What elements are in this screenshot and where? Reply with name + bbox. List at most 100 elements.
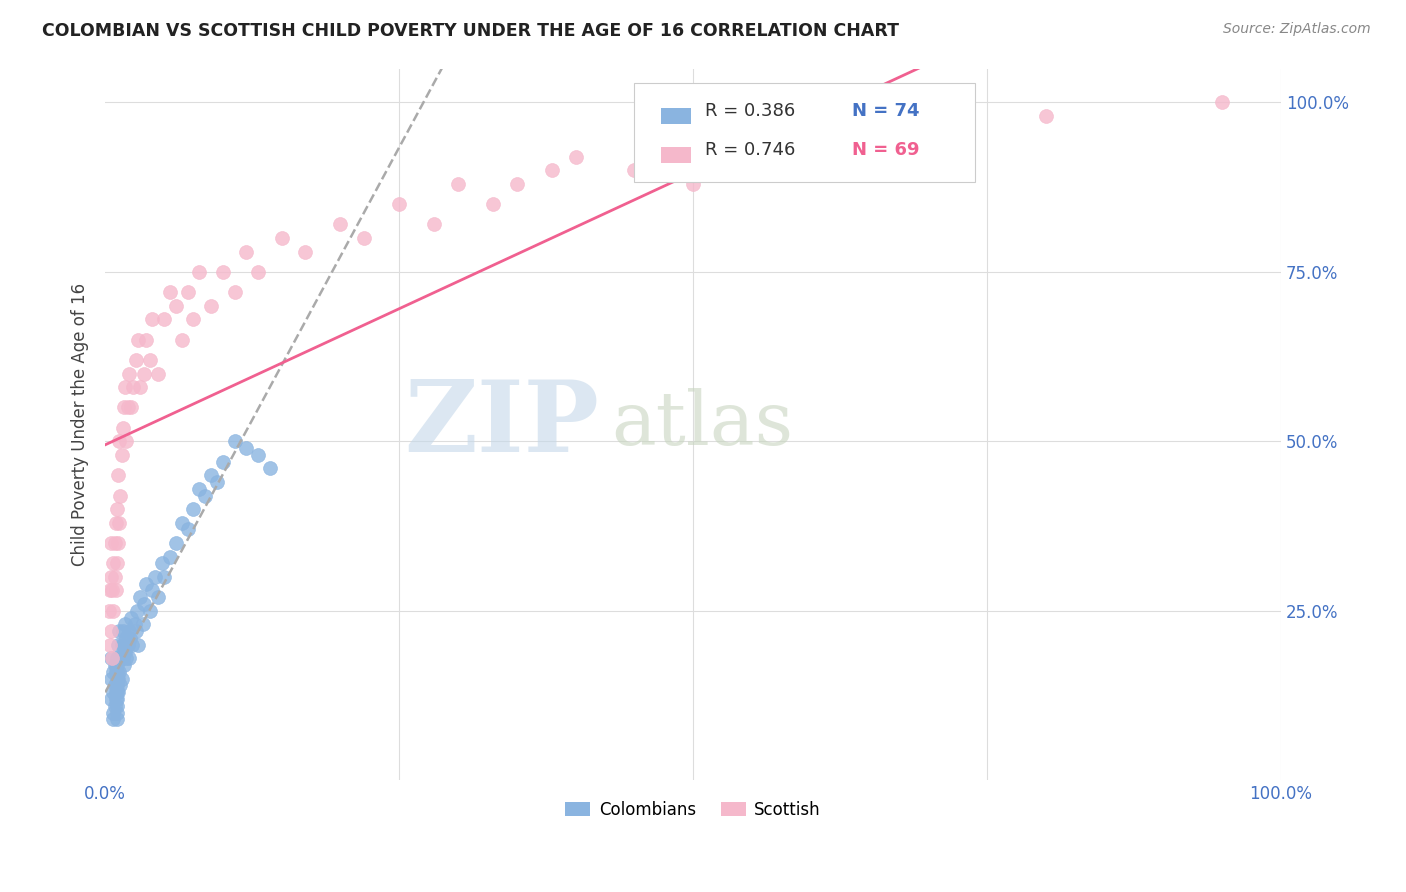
- Point: [135, 576, 157, 591]
- Point: [188, 265, 211, 279]
- Point: [100, 570, 122, 584]
- Point: [143, 570, 166, 584]
- Legend: Colombians, Scottish: Colombians, Scottish: [558, 794, 828, 825]
- Point: [114, 380, 136, 394]
- Point: [111, 421, 134, 435]
- Point: [115, 651, 138, 665]
- Point: [104, 658, 127, 673]
- Point: [259, 461, 281, 475]
- Point: [224, 434, 246, 449]
- Point: [741, 150, 763, 164]
- Point: [122, 380, 145, 394]
- Point: [247, 265, 270, 279]
- Point: [129, 380, 152, 394]
- Point: [111, 638, 134, 652]
- Point: [104, 516, 127, 530]
- Point: [98, 638, 121, 652]
- Point: [159, 285, 181, 300]
- Point: [482, 197, 505, 211]
- Point: [132, 597, 155, 611]
- Point: [112, 638, 135, 652]
- FancyBboxPatch shape: [661, 147, 690, 163]
- Point: [329, 218, 352, 232]
- Point: [111, 651, 134, 665]
- Point: [153, 570, 176, 584]
- Point: [170, 516, 193, 530]
- Point: [100, 651, 122, 665]
- Point: [104, 583, 127, 598]
- Point: [104, 685, 127, 699]
- Point: [104, 536, 127, 550]
- Point: [1211, 95, 1233, 110]
- Point: [153, 312, 176, 326]
- Point: [111, 448, 134, 462]
- Point: [235, 244, 257, 259]
- Point: [105, 706, 128, 720]
- Point: [124, 617, 146, 632]
- Point: [211, 455, 233, 469]
- Point: [120, 610, 142, 624]
- Point: [105, 665, 128, 679]
- FancyBboxPatch shape: [634, 83, 976, 182]
- Point: [104, 570, 127, 584]
- Point: [121, 638, 143, 652]
- Point: [103, 685, 125, 699]
- Point: [211, 265, 233, 279]
- Point: [105, 557, 128, 571]
- Point: [112, 401, 135, 415]
- Point: [110, 489, 132, 503]
- Point: [118, 367, 141, 381]
- Point: [188, 482, 211, 496]
- Point: [183, 502, 205, 516]
- Point: [107, 672, 129, 686]
- Point: [108, 434, 131, 449]
- Text: N = 69: N = 69: [852, 141, 920, 160]
- Point: [623, 163, 645, 178]
- Point: [564, 150, 586, 164]
- Y-axis label: Child Poverty Under the Age of 16: Child Poverty Under the Age of 16: [72, 283, 89, 566]
- Point: [105, 651, 128, 665]
- Point: [103, 557, 125, 571]
- Point: [917, 129, 939, 144]
- Point: [129, 591, 152, 605]
- Point: [235, 441, 257, 455]
- Point: [105, 685, 128, 699]
- Point: [118, 651, 141, 665]
- Text: atlas: atlas: [610, 388, 793, 461]
- Point: [388, 197, 411, 211]
- Point: [127, 638, 149, 652]
- Point: [125, 624, 148, 639]
- Point: [101, 583, 124, 598]
- Point: [159, 549, 181, 564]
- Point: [139, 604, 162, 618]
- Point: [107, 536, 129, 550]
- Point: [103, 665, 125, 679]
- Point: [194, 489, 217, 503]
- Point: [100, 692, 122, 706]
- Point: [135, 333, 157, 347]
- Point: [115, 631, 138, 645]
- Point: [353, 231, 375, 245]
- Point: [858, 163, 880, 178]
- Point: [247, 448, 270, 462]
- Point: [114, 644, 136, 658]
- Point: [294, 244, 316, 259]
- Point: [100, 536, 122, 550]
- Text: R = 0.746: R = 0.746: [704, 141, 796, 160]
- Point: [112, 658, 135, 673]
- Point: [105, 658, 128, 673]
- Point: [104, 698, 127, 713]
- Point: [111, 624, 134, 639]
- Point: [224, 285, 246, 300]
- Point: [165, 536, 187, 550]
- Point: [115, 434, 138, 449]
- Text: R = 0.386: R = 0.386: [704, 103, 796, 120]
- Point: [97, 604, 120, 618]
- Text: Source: ZipAtlas.com: Source: ZipAtlas.com: [1223, 22, 1371, 37]
- Point: [176, 285, 198, 300]
- Point: [105, 672, 128, 686]
- Point: [541, 163, 564, 178]
- Point: [127, 333, 149, 347]
- Point: [800, 129, 823, 144]
- Point: [105, 692, 128, 706]
